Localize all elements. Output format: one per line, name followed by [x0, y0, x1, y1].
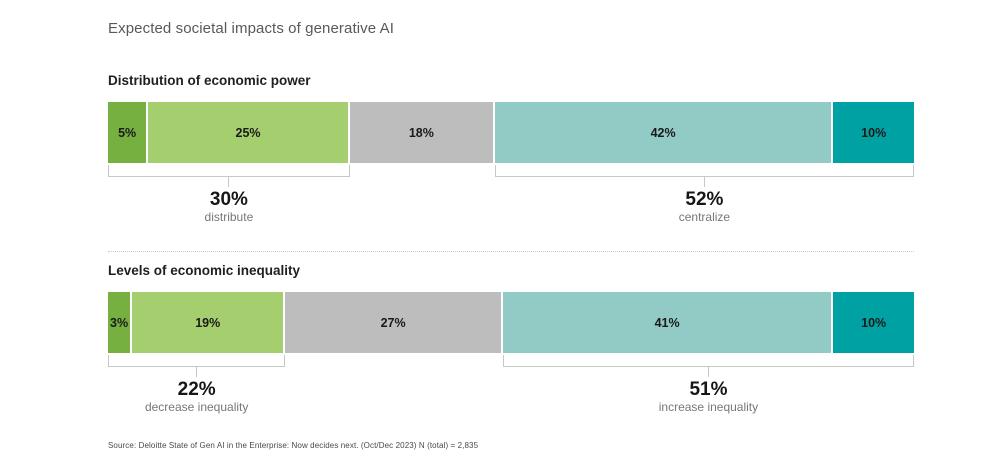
summary-row: 22% decrease inequality 51% increase ine…: [108, 355, 914, 417]
bracket-pointer: [228, 177, 230, 187]
bar-segment-label: 42%: [650, 125, 676, 140]
bar-segment: 10%: [833, 102, 914, 163]
section-title: Distribution of economic power: [108, 73, 311, 88]
bracket: [502, 355, 914, 367]
bracket-pointer: [196, 367, 198, 377]
summary-bracket-group: 22% decrease inequality: [108, 355, 286, 414]
summary-percent: 22%: [177, 379, 216, 400]
bar-segment: 25%: [148, 102, 350, 163]
bar-segment-label: 19%: [195, 315, 221, 330]
bar-segment: 42%: [494, 102, 834, 163]
summary-percent: 52%: [685, 189, 724, 210]
bar-segment-label: 10%: [861, 315, 887, 330]
chart-section-economic-inequality: Levels of economic inequality 3% 19% 27% 41…: [108, 263, 914, 417]
bar-segment-label: 5%: [118, 125, 137, 140]
bar-segment-label: 41%: [654, 315, 680, 330]
summary-label: distribute: [204, 210, 254, 224]
bracket: [108, 355, 286, 367]
stacked-bar: 5% 25% 18% 42% 10%: [108, 102, 914, 163]
bar-segment: 3%: [108, 292, 133, 353]
bar-segment: 19%: [132, 292, 286, 353]
stacked-bar: 3% 19% 27% 41% 10%: [108, 292, 914, 353]
page-title: Expected societal impacts of generative …: [108, 20, 395, 37]
bar-segment-label: 3%: [110, 315, 129, 330]
chart-section-economic-power: Distribution of economic power 5% 25% 18% 4…: [108, 73, 914, 227]
summary-label: decrease inequality: [144, 400, 249, 414]
bar-segment: 5%: [108, 102, 149, 163]
summary-label: increase inequality: [658, 400, 759, 414]
bracket: [494, 165, 914, 177]
summary-bracket-group: 51% increase inequality: [502, 355, 914, 414]
chart-content: Expected societal impacts of generative …: [108, 0, 914, 450]
bracket-pointer: [703, 177, 705, 187]
summary-percent: 30%: [209, 189, 248, 210]
bar-segment-label: 27%: [380, 315, 406, 330]
dotted-divider: [108, 251, 914, 252]
bracket-pointer: [707, 367, 709, 377]
bar-segment: 10%: [833, 292, 914, 353]
bar-segment: 27%: [285, 292, 503, 353]
summary-row: 30% distribute 52% centralize: [108, 165, 914, 227]
bracket: [108, 165, 350, 177]
bar-segment-label: 18%: [408, 125, 434, 140]
source-note: Source: Deloitte State of Gen AI in the …: [108, 441, 479, 450]
summary-bracket-group: 52% centralize: [494, 165, 914, 224]
summary-percent: 51%: [689, 379, 728, 400]
summary-bracket-group: 30% distribute: [108, 165, 350, 224]
bar-segment-label: 25%: [235, 125, 261, 140]
bar-segment: 18%: [349, 102, 495, 163]
bar-segment: 41%: [502, 292, 834, 353]
section-title: Levels of economic inequality: [108, 263, 301, 278]
bar-segment-label: 10%: [861, 125, 887, 140]
summary-label: centralize: [678, 210, 731, 224]
